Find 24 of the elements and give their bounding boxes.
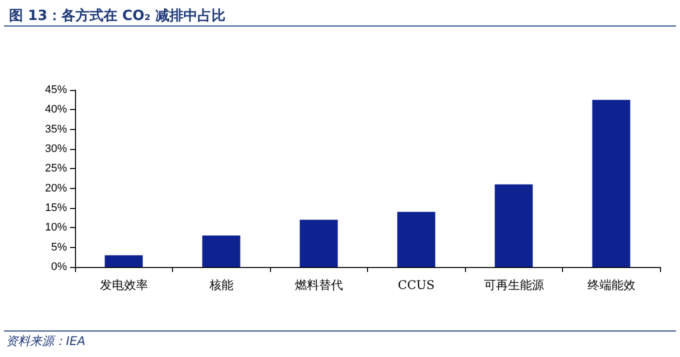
y-tick-label: 25%: [44, 162, 68, 175]
x-tick-label: 核能: [208, 278, 234, 292]
bar: [300, 220, 338, 267]
x-tick-label: 终端能效: [587, 278, 636, 292]
y-tick-label: 30%: [44, 143, 68, 155]
bar: [202, 236, 240, 267]
x-tick-label: 燃料替代: [294, 278, 343, 292]
bar: [494, 184, 533, 267]
y-tick-label: 40%: [44, 104, 68, 116]
y-tick-label: 35%: [44, 123, 68, 136]
bar: [397, 212, 436, 267]
y-tick-label: 5%: [51, 241, 68, 254]
y-tick-label: 15%: [44, 202, 68, 214]
y-tick-label: 20%: [44, 182, 68, 194]
bar: [104, 255, 143, 267]
y-tick-label: 45%: [44, 84, 68, 96]
x-tick-label: CCUS: [398, 278, 435, 292]
bar: [592, 100, 630, 267]
x-tick-label: 可再生能源: [484, 278, 544, 292]
y-tick-label: 0%: [51, 261, 68, 273]
y-tick-label: 10%: [44, 222, 68, 234]
x-tick-label: 发电效率: [100, 278, 148, 292]
text: 资料来源：IEA: [6, 334, 86, 348]
chart-title: 图 13：各方式在 CO₂ 减排中占比: [9, 7, 226, 24]
